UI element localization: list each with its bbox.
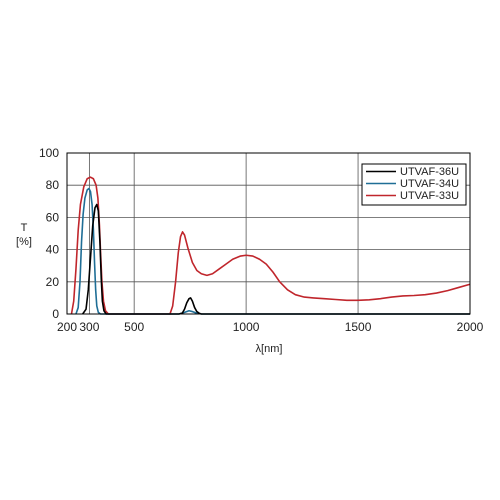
y-tick-label: 80 (46, 178, 60, 192)
y-tick-label: 0 (52, 307, 59, 321)
legend-label: UTVAF-36U (400, 166, 459, 178)
y-axis-title: T (21, 222, 28, 234)
legend-label: UTVAF-33U (400, 190, 459, 202)
y-tick-label: 40 (46, 243, 60, 257)
x-tick-label: 1500 (345, 320, 372, 334)
x-ticks-group: 200 300 500 1000 1500 2000 (57, 320, 484, 334)
series-line-utvaf-36u (82, 203, 470, 315)
x-tick-label: 300 (79, 320, 99, 334)
x-tick-label: 1000 (233, 320, 260, 334)
y-tick-label: 60 (46, 210, 60, 224)
series-line-utvaf-34u (75, 187, 470, 315)
y-axis-unit: [%] (16, 236, 32, 248)
series-line-utvaf-33u (70, 176, 471, 315)
plot-frame (66, 152, 471, 315)
x-tick-label: 200 (57, 320, 77, 334)
y-ticks-group: 0 20 40 60 80 100 (39, 146, 59, 321)
x-tick-label: 2000 (457, 320, 484, 334)
x-axis-title: λ[nm] (256, 343, 283, 355)
x-tick-label: 500 (124, 320, 144, 334)
y-tick-label: 100 (39, 146, 59, 160)
legend-label: UTVAF-34U (400, 178, 459, 190)
y-tick-label: 20 (46, 275, 60, 289)
